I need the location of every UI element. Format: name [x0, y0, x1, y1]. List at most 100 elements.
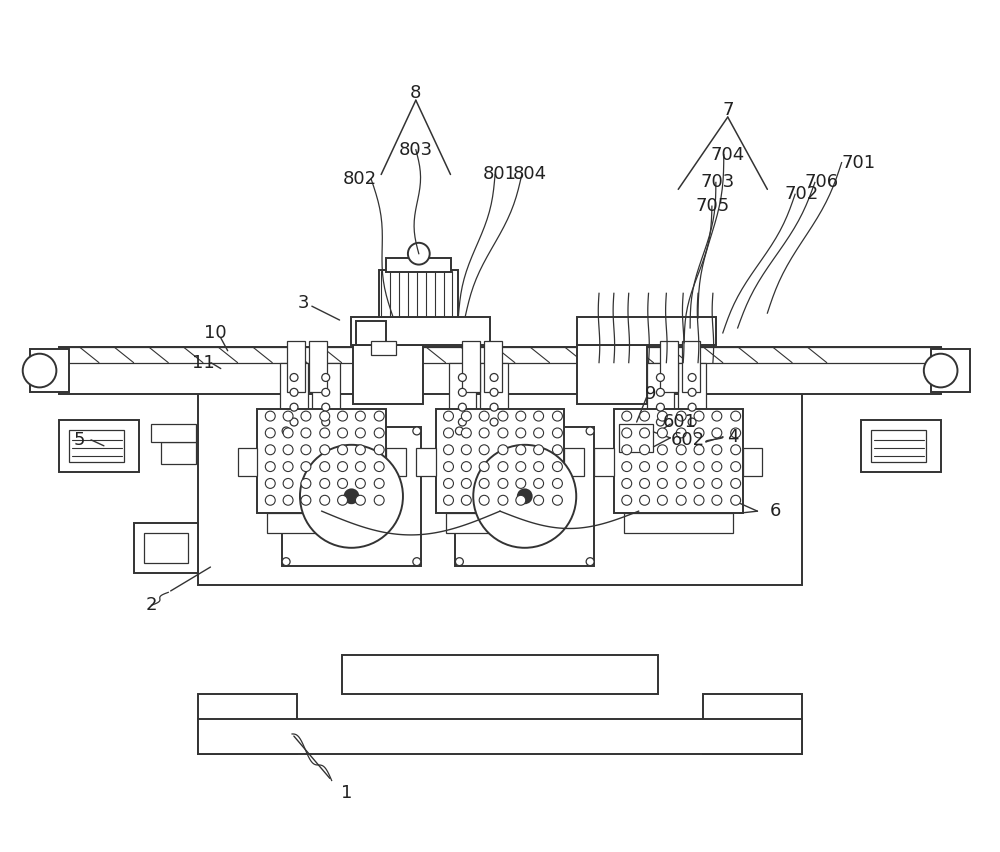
Text: 4: 4 — [727, 428, 738, 446]
Bar — [931, 348, 970, 392]
Circle shape — [283, 412, 293, 421]
Circle shape — [265, 428, 275, 438]
Circle shape — [320, 495, 330, 505]
Circle shape — [408, 243, 430, 265]
Circle shape — [731, 479, 741, 488]
Circle shape — [694, 412, 704, 421]
Circle shape — [640, 445, 650, 455]
Bar — [134, 523, 198, 573]
Text: 9: 9 — [645, 385, 656, 403]
Circle shape — [479, 412, 489, 421]
Circle shape — [374, 412, 384, 421]
Circle shape — [518, 489, 532, 504]
Circle shape — [283, 462, 293, 471]
Circle shape — [731, 412, 741, 421]
Text: 803: 803 — [399, 141, 433, 158]
Circle shape — [498, 495, 508, 505]
Bar — [462, 341, 480, 392]
Text: 7: 7 — [722, 101, 734, 119]
Circle shape — [322, 373, 330, 382]
Bar — [449, 363, 476, 427]
Text: 704: 704 — [711, 146, 745, 164]
Circle shape — [320, 479, 330, 488]
Circle shape — [534, 428, 544, 438]
Text: 11: 11 — [192, 354, 214, 371]
Bar — [480, 363, 508, 427]
Circle shape — [355, 462, 365, 471]
Circle shape — [694, 428, 704, 438]
Circle shape — [461, 428, 471, 438]
Text: 703: 703 — [701, 174, 735, 192]
Circle shape — [712, 479, 722, 488]
Circle shape — [322, 403, 330, 412]
Circle shape — [657, 445, 667, 455]
Bar — [660, 341, 678, 392]
Circle shape — [622, 479, 632, 488]
Circle shape — [516, 479, 526, 488]
Text: 802: 802 — [342, 170, 376, 188]
Text: 3: 3 — [298, 294, 310, 312]
Circle shape — [458, 418, 466, 426]
Circle shape — [657, 412, 667, 421]
Circle shape — [640, 495, 650, 505]
Circle shape — [688, 373, 696, 382]
Circle shape — [282, 558, 290, 566]
Circle shape — [473, 445, 576, 548]
Circle shape — [283, 428, 293, 438]
Circle shape — [516, 495, 526, 505]
Circle shape — [731, 428, 741, 438]
Circle shape — [622, 445, 632, 455]
Bar — [59, 347, 941, 394]
Circle shape — [622, 462, 632, 471]
Circle shape — [320, 412, 330, 421]
Text: 1: 1 — [341, 785, 352, 803]
Circle shape — [498, 412, 508, 421]
Circle shape — [694, 495, 704, 505]
Circle shape — [444, 428, 453, 438]
Circle shape — [345, 489, 358, 504]
Circle shape — [490, 373, 498, 382]
Circle shape — [552, 412, 562, 421]
Bar — [144, 533, 188, 562]
Text: 2: 2 — [146, 596, 157, 614]
Bar — [619, 424, 653, 452]
Circle shape — [640, 479, 650, 488]
Circle shape — [676, 428, 686, 438]
Circle shape — [283, 479, 293, 488]
Circle shape — [676, 462, 686, 471]
Bar — [59, 420, 139, 471]
Circle shape — [322, 418, 330, 426]
Circle shape — [712, 428, 722, 438]
Circle shape — [320, 445, 330, 455]
Circle shape — [694, 462, 704, 471]
Circle shape — [640, 428, 650, 438]
Circle shape — [265, 479, 275, 488]
Circle shape — [676, 479, 686, 488]
Text: 8: 8 — [410, 84, 422, 102]
Circle shape — [444, 462, 453, 471]
Bar — [351, 317, 490, 345]
Circle shape — [479, 495, 489, 505]
Circle shape — [458, 403, 466, 412]
Circle shape — [301, 479, 311, 488]
Bar — [386, 448, 406, 475]
Circle shape — [731, 495, 741, 505]
Circle shape — [374, 479, 384, 488]
Circle shape — [283, 445, 293, 455]
Circle shape — [265, 445, 275, 455]
Text: 602: 602 — [671, 431, 705, 449]
Bar — [624, 513, 733, 533]
Circle shape — [374, 445, 384, 455]
Bar — [386, 257, 451, 272]
Bar — [198, 388, 802, 585]
Circle shape — [290, 389, 298, 396]
Circle shape — [301, 445, 311, 455]
Bar — [577, 317, 716, 345]
Circle shape — [320, 462, 330, 471]
Bar — [282, 427, 421, 566]
Circle shape — [300, 445, 403, 548]
Bar — [703, 694, 802, 754]
Circle shape — [338, 412, 348, 421]
Circle shape — [301, 412, 311, 421]
Circle shape — [552, 479, 562, 488]
